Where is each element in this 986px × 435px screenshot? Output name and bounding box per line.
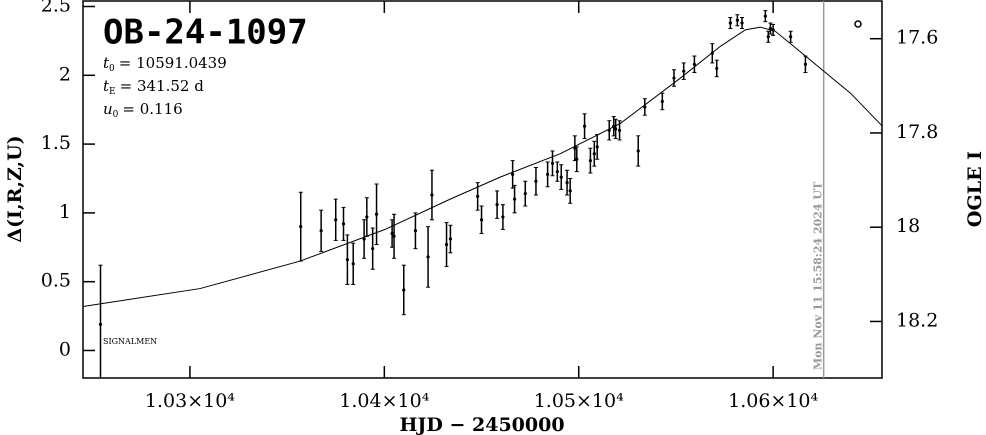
data-point — [575, 157, 579, 161]
data-point — [595, 145, 599, 149]
param-subscript: 0 — [109, 64, 115, 74]
data-point — [402, 288, 406, 292]
symbol — [854, 20, 862, 28]
data-point — [365, 215, 369, 219]
param-symbol: t — [103, 54, 110, 72]
data-point — [476, 194, 480, 198]
y2-axis-label: OGLE I — [964, 151, 986, 227]
x-tick-label: 1.06×10⁴ — [728, 390, 818, 412]
data-point — [643, 105, 647, 109]
y-tick-label: 0.5 — [41, 270, 71, 292]
data-point — [351, 262, 355, 266]
data-point — [768, 26, 773, 31]
data-point — [495, 203, 499, 207]
y2-tick-label: 17.8 — [896, 121, 938, 143]
data-point — [682, 69, 686, 73]
param-text: = 341.52 d — [120, 77, 205, 95]
data-point — [763, 14, 767, 18]
x-tick-label: 1.04×10⁴ — [339, 390, 429, 412]
plot-frame — [82, 0, 883, 379]
data-point — [607, 128, 611, 132]
x-axis-label: HJD − 2450000 — [399, 414, 564, 435]
y2-tick-label: 18 — [896, 215, 920, 237]
data-point — [582, 124, 587, 128]
data-point — [546, 172, 550, 176]
data-point — [672, 76, 676, 80]
data-point — [614, 127, 618, 131]
data-point — [740, 21, 744, 25]
data-point — [636, 149, 640, 153]
data-point — [371, 247, 375, 251]
chart-title: OB-24-1097 — [103, 13, 308, 53]
data-point — [426, 255, 430, 259]
data-point — [390, 231, 394, 236]
y-tick-label: 1 — [59, 201, 71, 223]
data-point — [568, 189, 572, 193]
data-point — [728, 21, 732, 25]
data-point — [374, 212, 379, 216]
y-tick-label: 2 — [59, 63, 71, 85]
data-point — [550, 161, 555, 165]
data-point — [523, 192, 527, 196]
data-point — [511, 172, 515, 176]
data-point — [789, 35, 793, 39]
data-point — [501, 215, 505, 219]
param-symbol: t — [103, 77, 110, 95]
corner-note: SIGNALMEN — [103, 337, 157, 346]
param: tE = 341.52 d — [103, 77, 204, 97]
y-tick-label: 1.5 — [41, 132, 71, 154]
x-tick-label: 1.05×10⁴ — [534, 390, 624, 412]
model-curve — [82, 26, 883, 307]
data-point — [573, 146, 577, 150]
data-point — [565, 181, 569, 185]
y2-tick-label: 17.6 — [896, 27, 938, 49]
data-point — [448, 237, 453, 241]
data-point — [660, 99, 664, 104]
data-point — [430, 193, 434, 197]
data-point — [319, 229, 323, 233]
param-text: = 0.116 — [122, 100, 182, 118]
data-point — [444, 242, 449, 247]
data-point — [512, 197, 517, 201]
param-subscript: E — [109, 87, 116, 97]
param-text: = 10591.0439 — [119, 54, 227, 72]
data-point — [766, 35, 770, 39]
param-symbol: u — [103, 100, 113, 118]
data-point — [362, 237, 366, 241]
y-axis-label: Δ(I,R,Z,U) — [4, 135, 26, 242]
data-point — [345, 258, 349, 262]
data-point — [692, 62, 697, 66]
x-tick-label: 1.03×10⁴ — [145, 390, 235, 412]
data-point — [534, 179, 538, 183]
y-tick-label: 2.5 — [41, 0, 71, 17]
data-point — [735, 18, 739, 22]
param-subscript: 0 — [113, 110, 119, 120]
data-point — [617, 128, 622, 132]
data-point — [299, 225, 303, 229]
data-point — [392, 234, 396, 238]
param: t0 = 10591.0439 — [103, 54, 227, 74]
data-point — [413, 229, 418, 233]
data-point — [803, 62, 808, 66]
data-point — [771, 28, 775, 32]
data-point — [555, 170, 559, 174]
y2-tick-label: 18.2 — [896, 309, 938, 331]
data-point — [710, 51, 714, 55]
param: u0 = 0.116 — [103, 100, 183, 120]
date-label: Mon Nov 11 15:58:24 2024 UT — [812, 181, 825, 370]
data-point — [341, 222, 346, 226]
data-point — [334, 218, 338, 222]
data-point — [592, 152, 596, 156]
data-point — [98, 322, 103, 326]
data-point — [715, 66, 719, 71]
data-point — [479, 218, 484, 222]
data-point — [612, 124, 616, 128]
y-tick-label: 0 — [59, 338, 71, 360]
data-point — [588, 159, 592, 163]
data-point — [559, 175, 563, 179]
